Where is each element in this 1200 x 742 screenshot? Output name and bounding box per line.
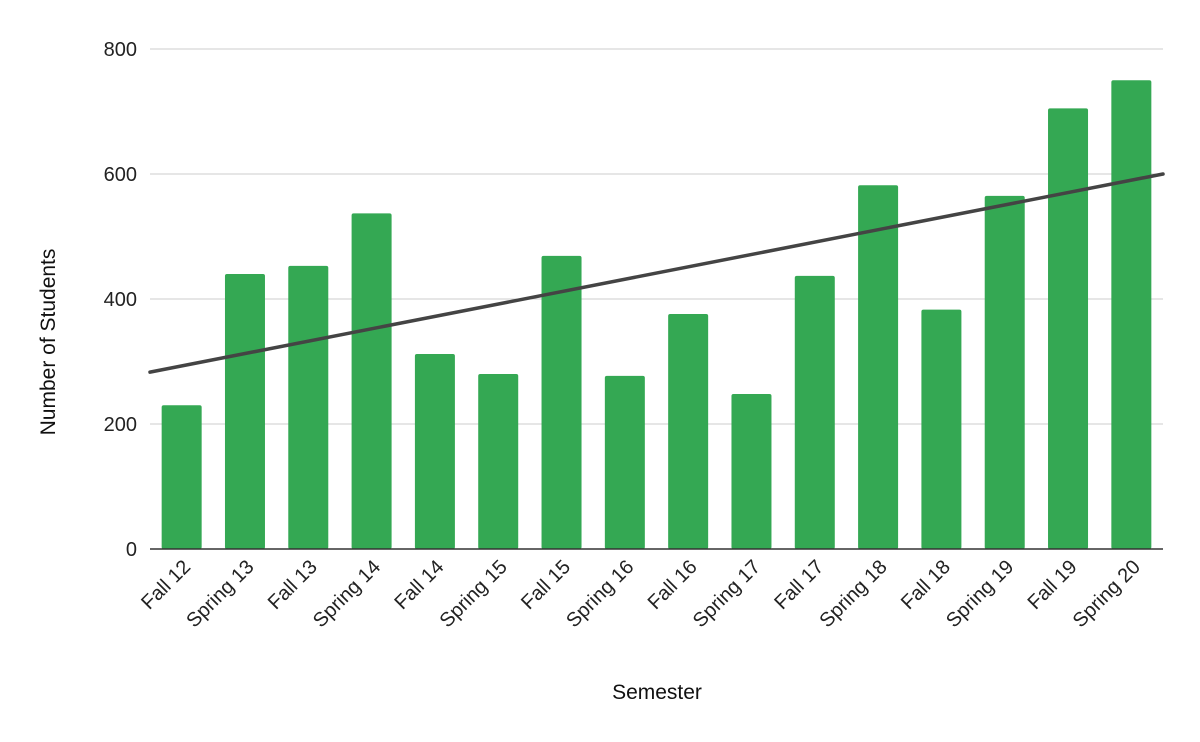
bar [224,274,265,549]
x-tick-label: Fall 17 [770,556,828,614]
bar [668,314,709,549]
bar [604,375,645,549]
x-tick-label: Fall 19 [1024,556,1082,614]
x-tick-label: Fall 13 [264,556,322,614]
x-tick-label: Fall 14 [390,556,448,614]
y-tick-label: 800 [104,39,137,61]
bar [351,213,392,549]
x-tick-label: Spring 14 [309,556,385,632]
x-tick-label: Spring 20 [1069,556,1145,632]
bar [541,255,582,549]
y-tick-label: 400 [104,289,137,311]
bar [921,309,962,549]
bars [161,80,1152,549]
y-tick-label: 200 [104,414,137,436]
y-tick-label: 600 [104,164,137,186]
x-tick-label: Spring 15 [436,556,512,632]
bar [288,265,329,549]
x-tick-label: Fall 16 [644,556,702,614]
x-tick-label: Spring 16 [562,556,638,632]
bar [858,185,899,549]
x-tick-label: Fall 18 [897,556,955,614]
y-axis-title: Number of Students [37,249,60,436]
bar [731,394,772,549]
x-tick-label: Fall 15 [517,556,575,614]
x-tick-label: Fall 12 [137,556,195,614]
x-tick-label: Spring 13 [182,556,258,632]
x-tick-label: Spring 17 [689,556,765,632]
y-tick-label: 0 [126,539,137,561]
trendline-group [148,172,1165,374]
y-tick-labels: 0 200 400 600 800 [104,39,137,561]
trendline [148,172,1165,374]
x-axis-title: Semester [612,681,702,704]
bar [1048,108,1089,549]
bar [794,275,835,549]
bar [478,374,519,549]
bar [414,354,455,549]
bar [984,195,1025,549]
x-tick-label: Spring 18 [816,556,892,632]
x-tick-label: Spring 19 [942,556,1018,632]
bar [161,405,202,549]
bar [1111,80,1152,549]
